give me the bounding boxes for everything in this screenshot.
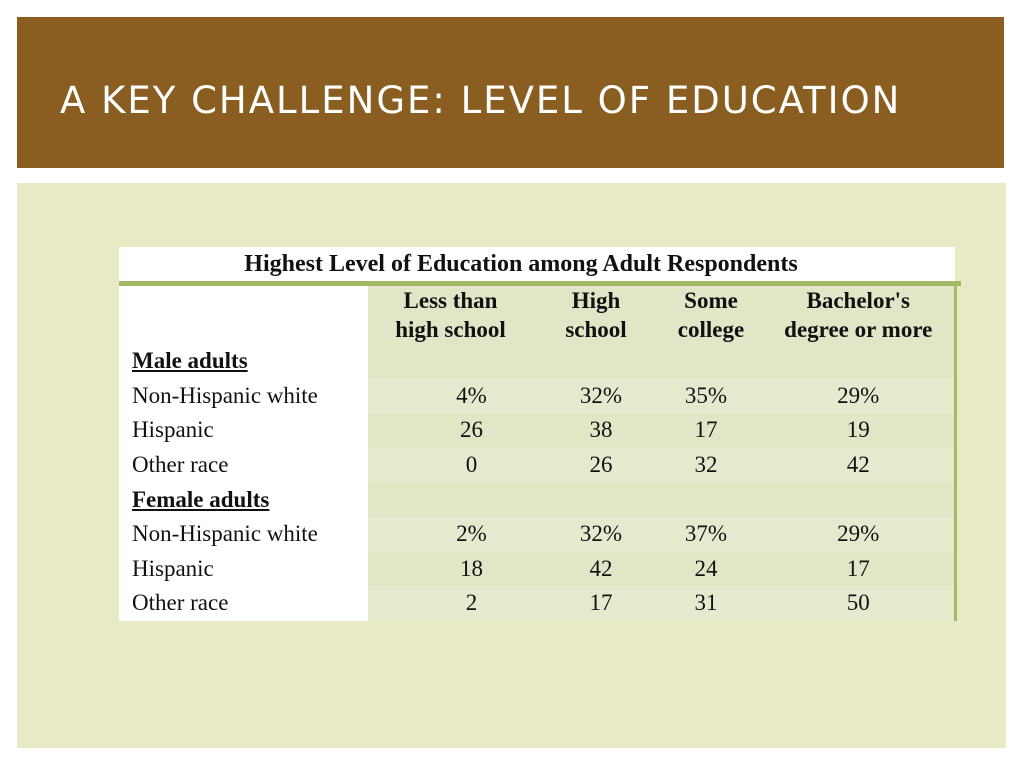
cell-value: 18 bbox=[368, 551, 533, 587]
group-row-female: Female adults bbox=[119, 482, 957, 517]
row-label: Other race bbox=[119, 447, 368, 483]
cell-value: 17 bbox=[763, 551, 957, 587]
group-label-male: Male adults bbox=[119, 344, 368, 379]
education-table: Highest Level of Education among Adult R… bbox=[119, 247, 961, 621]
column-header-some-college: Some college bbox=[659, 286, 763, 344]
header-row: Less than high school High school Some coll… bbox=[119, 286, 957, 344]
column-header-high-school: High school bbox=[533, 286, 659, 344]
cell-value: 0 bbox=[368, 447, 533, 483]
header-blank-cell bbox=[119, 286, 368, 344]
row-label: Hispanic bbox=[119, 413, 368, 448]
table-row: Non-Hispanic white 4% 32% 35% 29% bbox=[119, 378, 957, 414]
cell-value: 32 bbox=[659, 447, 763, 483]
cell-value: 26 bbox=[368, 413, 533, 448]
table-caption: Highest Level of Education among Adult R… bbox=[119, 247, 955, 281]
cell-value: 38 bbox=[533, 413, 659, 448]
group-label-female: Female adults bbox=[119, 482, 368, 517]
cell-value: 37% bbox=[659, 516, 763, 552]
cell-value: 35% bbox=[659, 378, 763, 414]
caption-rule bbox=[119, 281, 961, 286]
row-label: Non-Hispanic white bbox=[119, 378, 368, 414]
group-row-male: Male adults bbox=[119, 344, 957, 379]
data-table: Less than high school High school Some coll… bbox=[119, 286, 957, 621]
title-bar: A KEY CHALLENGE: LEVEL OF EDUCATION bbox=[17, 17, 1004, 168]
slide-title: A KEY CHALLENGE: LEVEL OF EDUCATION bbox=[60, 79, 902, 122]
row-label: Other race bbox=[119, 586, 368, 621]
table-row: Other race 2 17 31 50 bbox=[119, 586, 957, 621]
table-row: Other race 0 26 32 42 bbox=[119, 447, 957, 483]
cell-value: 29% bbox=[763, 378, 957, 414]
cell-value: 19 bbox=[763, 413, 957, 448]
cell-value: 42 bbox=[763, 447, 957, 483]
row-label: Non-Hispanic white bbox=[119, 516, 368, 552]
cell-value: 2% bbox=[368, 516, 533, 552]
cell-value: 26 bbox=[533, 447, 659, 483]
cell-value: 29% bbox=[763, 516, 957, 552]
cell-value: 2 bbox=[368, 586, 533, 621]
row-label: Hispanic bbox=[119, 551, 368, 587]
table-row: Hispanic 18 42 24 17 bbox=[119, 551, 957, 587]
cell-value: 17 bbox=[659, 413, 763, 448]
cell-value: 31 bbox=[659, 586, 763, 621]
column-header-bachelors: Bachelor's degree or more bbox=[763, 286, 957, 344]
cell-value: 4% bbox=[368, 378, 533, 414]
cell-value: 17 bbox=[533, 586, 659, 621]
table-row: Hispanic 26 38 17 19 bbox=[119, 413, 957, 448]
column-header-less-than-high-school: Less than high school bbox=[368, 286, 533, 344]
cell-value: 32% bbox=[533, 378, 659, 414]
cell-value: 24 bbox=[659, 551, 763, 587]
cell-value: 32% bbox=[533, 516, 659, 552]
cell-value: 42 bbox=[533, 551, 659, 587]
table-row: Non-Hispanic white 2% 32% 37% 29% bbox=[119, 516, 957, 552]
cell-value: 50 bbox=[763, 586, 957, 621]
